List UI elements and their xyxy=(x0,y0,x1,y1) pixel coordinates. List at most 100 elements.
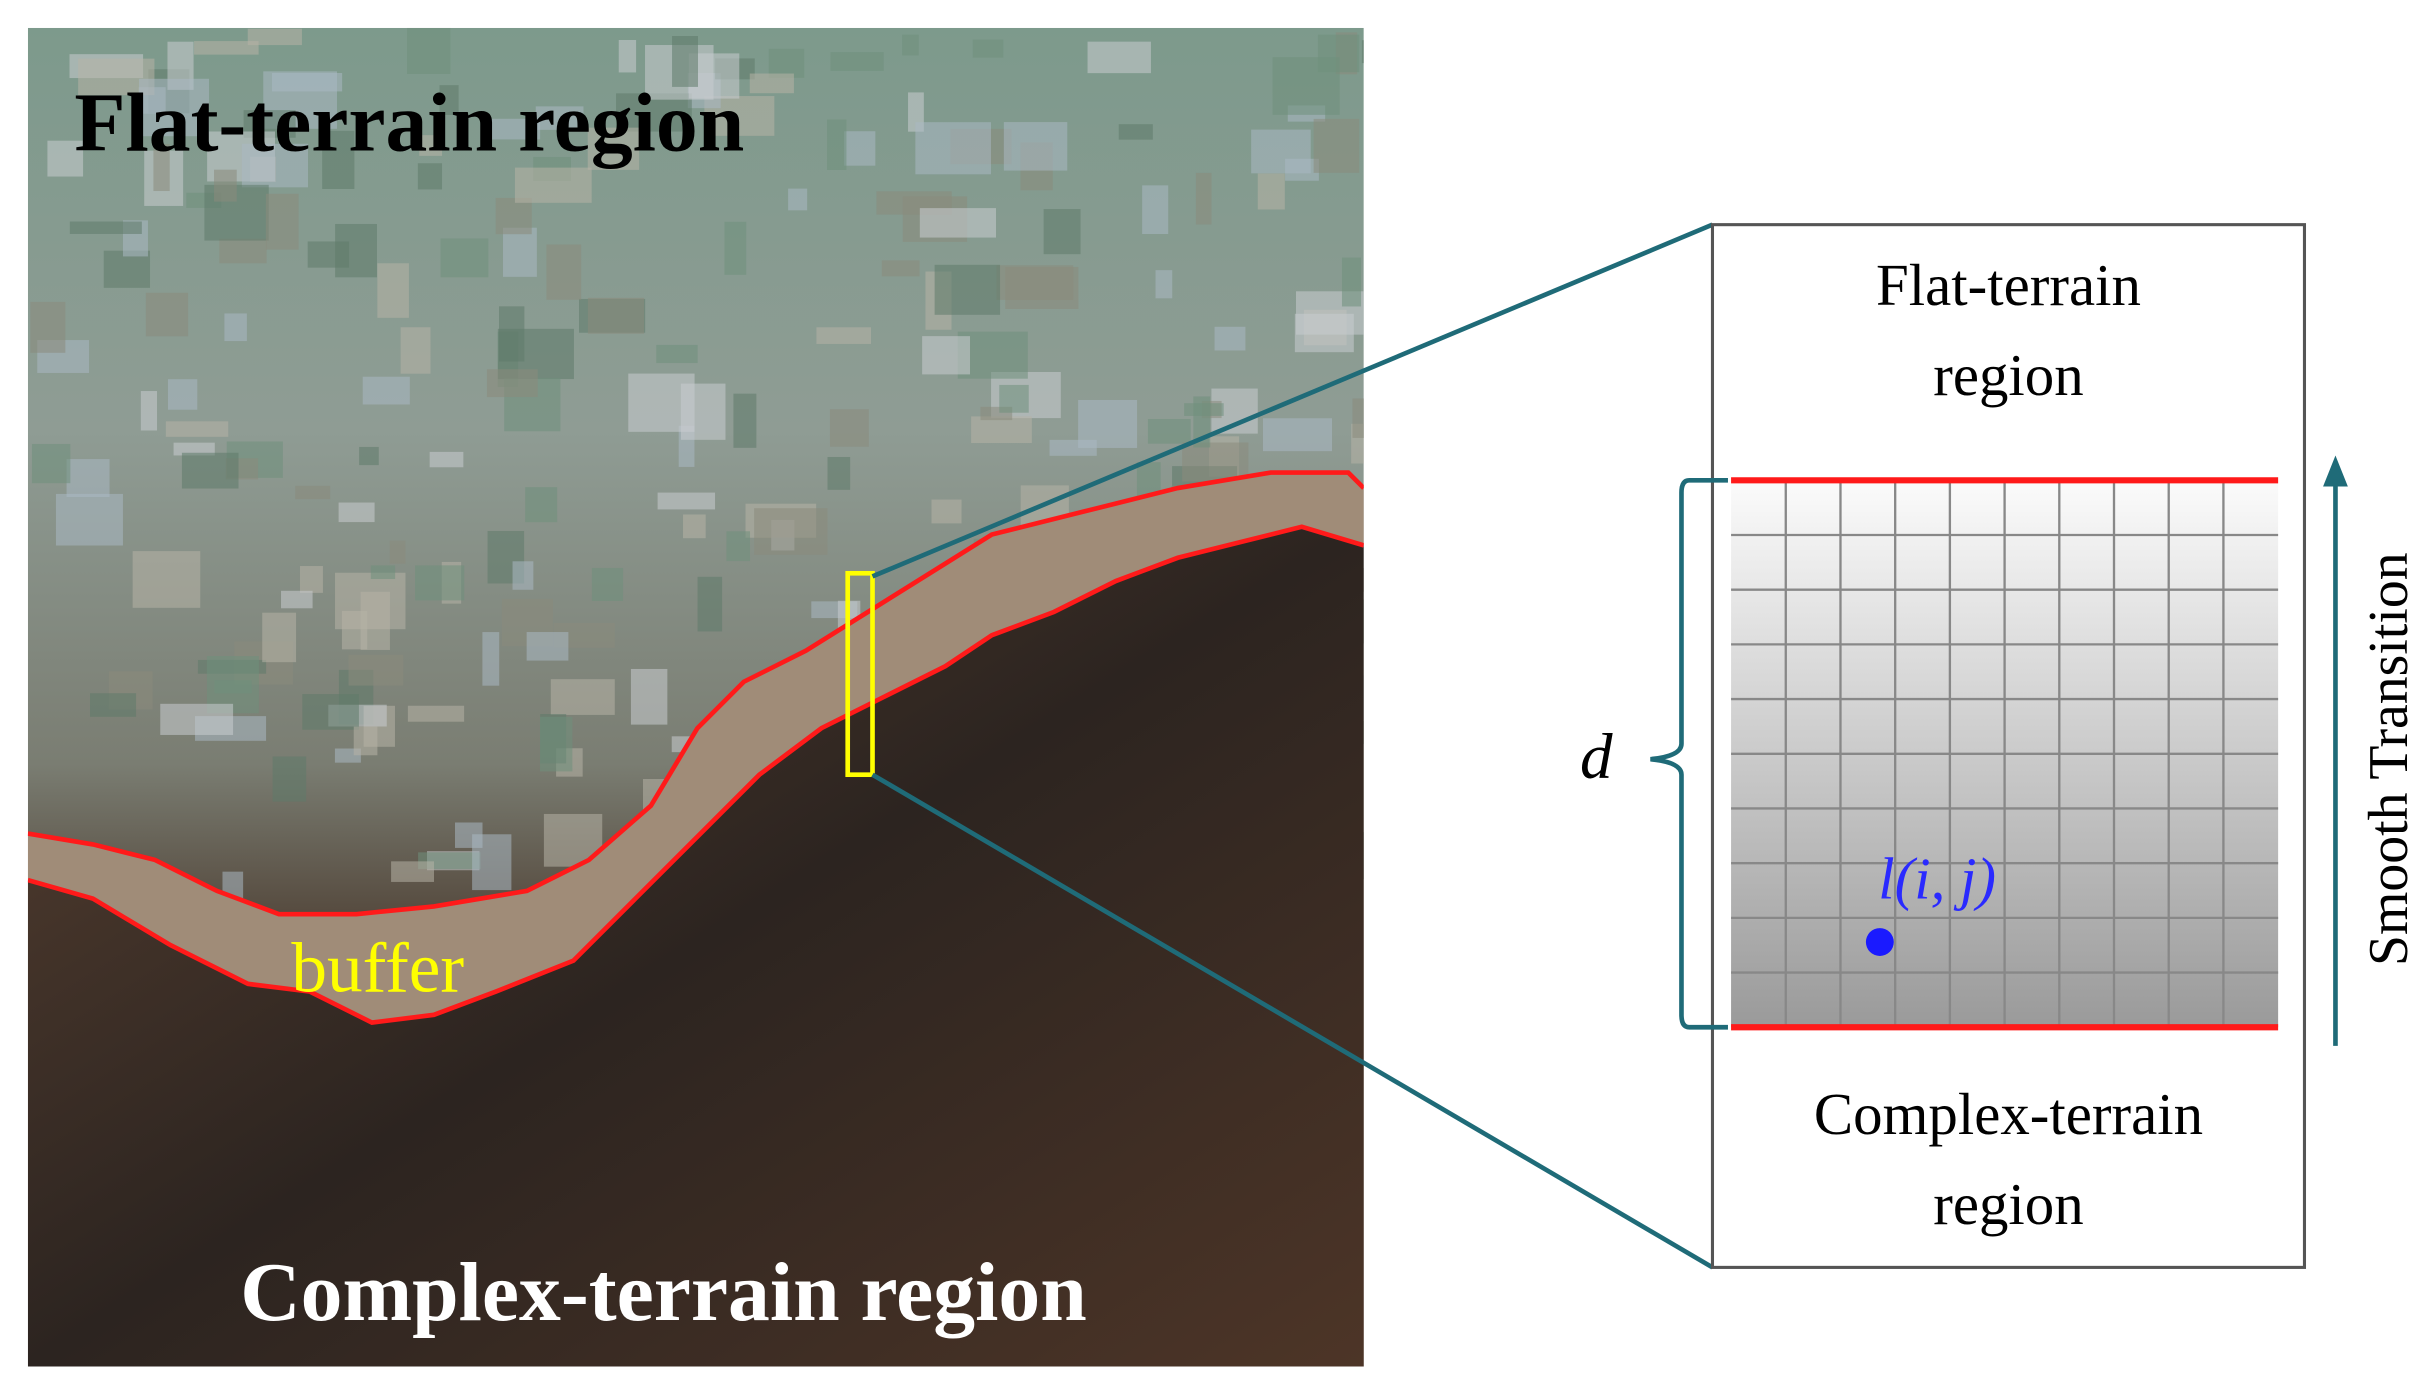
texture xyxy=(1087,41,1151,74)
texture xyxy=(535,106,584,130)
texture xyxy=(1361,40,1364,64)
texture xyxy=(140,391,158,431)
texture xyxy=(726,531,751,562)
texture xyxy=(417,163,443,190)
texture xyxy=(370,565,396,580)
texture xyxy=(540,716,573,772)
texture xyxy=(1262,418,1333,452)
texture xyxy=(362,376,410,405)
texture xyxy=(630,668,668,725)
zoom-line xyxy=(871,772,1714,1270)
texture xyxy=(55,493,123,546)
texture xyxy=(1184,403,1224,416)
texture xyxy=(407,705,465,722)
texture xyxy=(219,238,267,264)
texture xyxy=(353,726,378,756)
texture xyxy=(514,167,592,203)
texture xyxy=(153,143,170,192)
texture xyxy=(525,487,558,523)
texture xyxy=(302,694,359,730)
texture xyxy=(145,292,189,337)
texture xyxy=(1352,398,1364,438)
texture xyxy=(672,36,699,87)
texture xyxy=(472,834,512,891)
buffer-zone xyxy=(27,472,1364,1023)
texture xyxy=(1317,34,1360,73)
brace xyxy=(1650,477,1728,1030)
texture xyxy=(400,327,431,374)
texture xyxy=(194,41,259,55)
texture xyxy=(30,301,66,353)
texture xyxy=(90,693,137,717)
texture xyxy=(440,238,489,278)
point-label: l(i, j) xyxy=(1878,847,1996,912)
texture xyxy=(167,379,198,410)
texture xyxy=(816,327,872,344)
texture xyxy=(1341,257,1362,307)
texture xyxy=(429,451,464,468)
texture xyxy=(1285,158,1319,181)
sample-window xyxy=(845,570,875,778)
texture xyxy=(69,221,142,234)
texture xyxy=(754,508,828,555)
texture xyxy=(173,442,215,456)
texture xyxy=(881,260,920,277)
texture xyxy=(1195,172,1212,225)
texture xyxy=(338,502,375,523)
texture xyxy=(281,590,313,609)
texture xyxy=(348,654,404,686)
texture xyxy=(733,393,757,448)
texture xyxy=(181,452,239,489)
buffer-edge xyxy=(27,470,1364,917)
texture xyxy=(971,416,1032,444)
texture xyxy=(697,576,723,632)
texture xyxy=(919,208,997,238)
texture xyxy=(247,28,302,46)
texture xyxy=(415,565,465,601)
texture xyxy=(1049,439,1097,456)
texture xyxy=(844,131,876,166)
arrow-label: Smooth Transition xyxy=(2358,552,2420,966)
texture xyxy=(724,221,747,275)
texture xyxy=(512,561,534,590)
texture xyxy=(830,52,884,71)
texture xyxy=(628,373,695,432)
map-label: Complex-terrain region xyxy=(240,1246,1087,1339)
satellite-image xyxy=(27,27,1364,1367)
texture xyxy=(972,39,1004,58)
buffer-edge xyxy=(27,524,1364,1025)
texture xyxy=(1257,173,1285,210)
texture xyxy=(482,632,500,686)
texture xyxy=(224,313,247,342)
texture xyxy=(31,443,71,484)
texture xyxy=(1294,313,1354,353)
texture xyxy=(550,679,615,715)
texture xyxy=(996,265,1074,300)
texture xyxy=(322,130,355,189)
pixel-point xyxy=(1865,928,1894,956)
texture xyxy=(214,169,237,202)
texture xyxy=(922,336,971,375)
texture xyxy=(934,264,1001,315)
texture xyxy=(618,39,637,73)
texture xyxy=(160,703,234,735)
texture xyxy=(908,92,924,132)
texture xyxy=(829,409,869,447)
texture xyxy=(526,632,569,661)
texture xyxy=(587,297,645,334)
texture xyxy=(768,48,805,78)
texture xyxy=(1118,124,1153,140)
zoom-line xyxy=(871,222,1714,579)
texture xyxy=(1142,185,1169,234)
texture xyxy=(1043,209,1081,255)
texture xyxy=(827,119,847,170)
texture xyxy=(1147,418,1191,444)
texture xyxy=(299,566,323,593)
texture xyxy=(503,227,537,277)
texture xyxy=(1155,270,1173,299)
texture xyxy=(1003,122,1068,171)
texture xyxy=(439,85,459,115)
texture xyxy=(902,34,919,56)
texture xyxy=(683,514,706,539)
